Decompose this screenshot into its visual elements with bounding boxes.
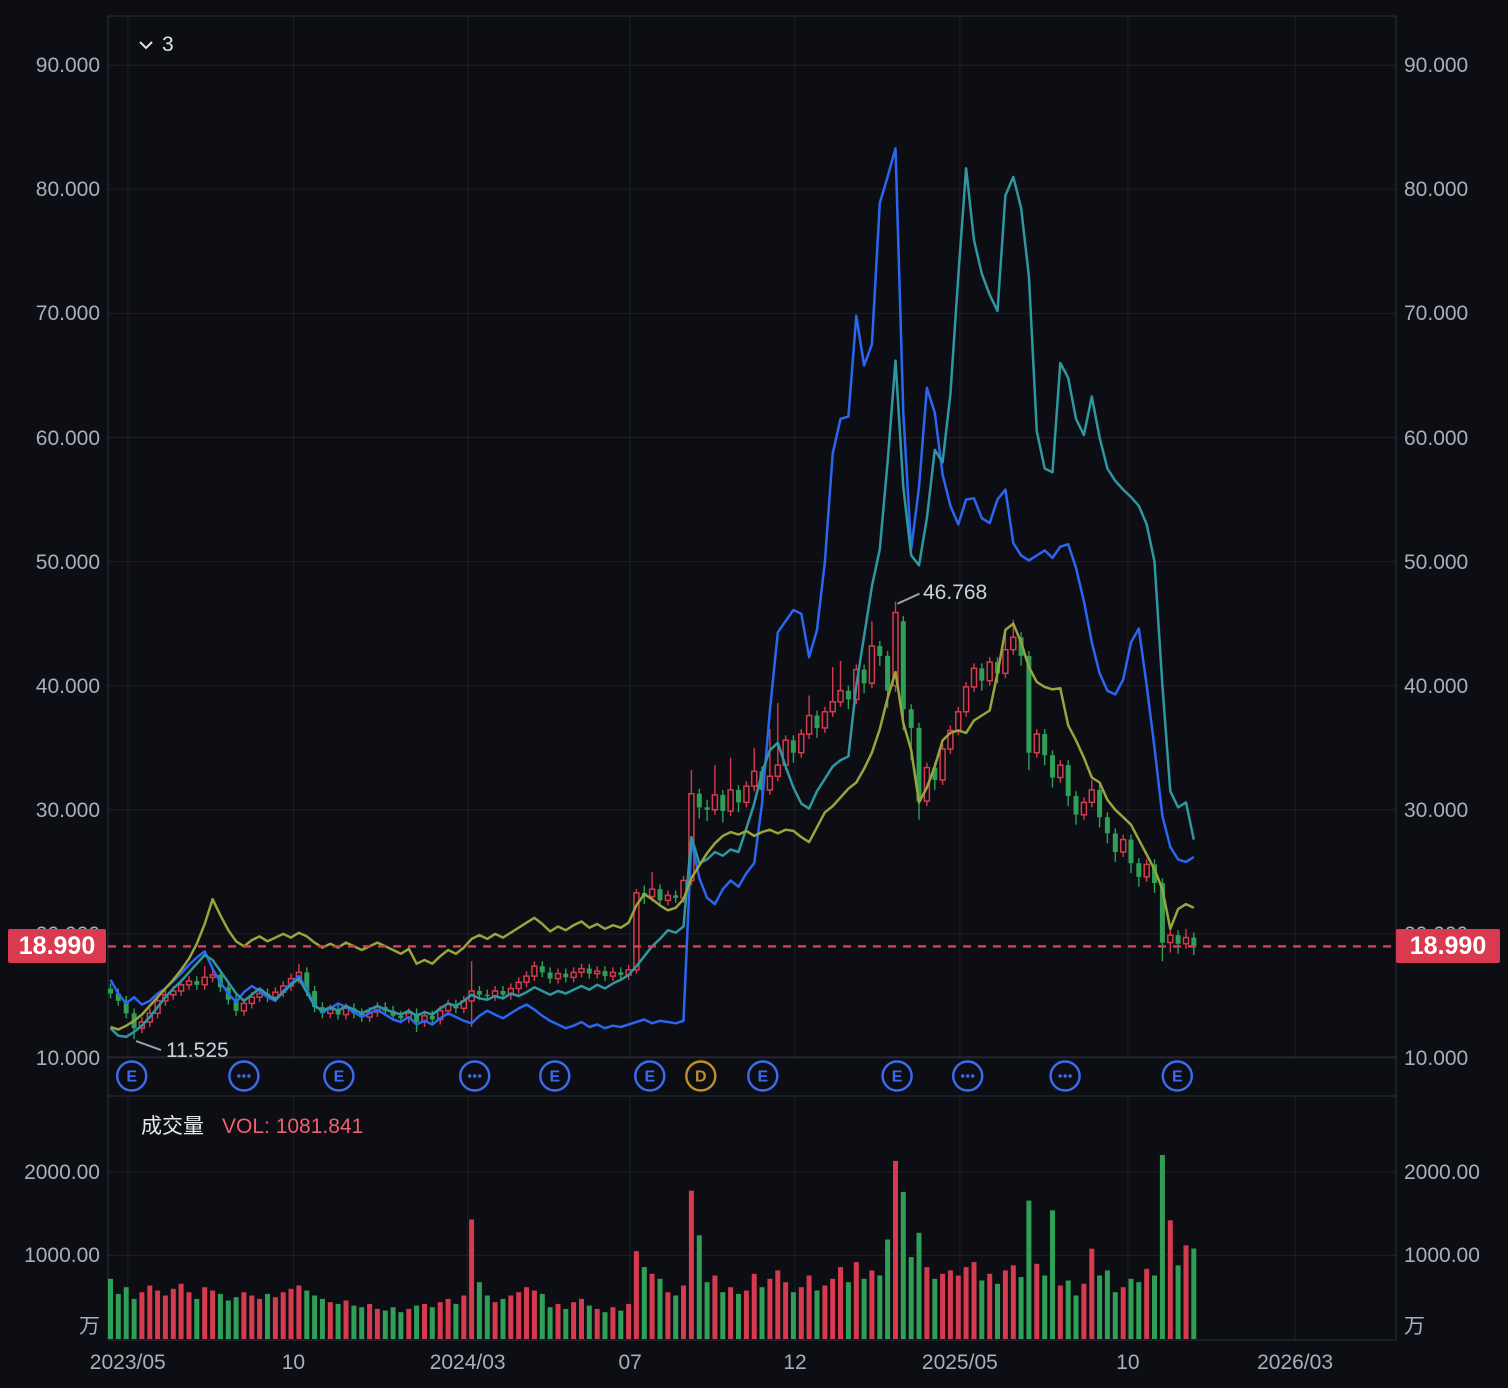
current-price-tag-left: 18.990 — [8, 929, 106, 963]
event-marker-E[interactable]: E — [881, 1060, 913, 1092]
event-marker-D[interactable]: D — [685, 1060, 717, 1092]
event-marker-dots[interactable] — [1049, 1060, 1081, 1092]
chevron-down-icon — [139, 41, 153, 50]
price-axis-label-right: 10.000 — [1404, 1047, 1469, 1070]
event-marker-E[interactable]: E — [539, 1060, 571, 1092]
indicator-count: 3 — [162, 33, 174, 56]
x-axis-label: 2026/03 — [1257, 1351, 1334, 1374]
price-axis-label-right: 90.000 — [1404, 54, 1469, 78]
volume-axis-label-right: 2000.00 — [1404, 1160, 1480, 1184]
price-axis-label-right: 80.000 — [1404, 178, 1469, 202]
overlay-teal — [109, 166, 1196, 1039]
x-axis-label: 10 — [1116, 1351, 1140, 1374]
event-marker-E[interactable]: E — [634, 1060, 666, 1092]
price-axis-label-right: 30.000 — [1404, 798, 1469, 822]
svg-text:E: E — [549, 1069, 560, 1086]
event-marker-dots[interactable] — [228, 1060, 260, 1092]
volume-axis-label-left: 1000.00 — [24, 1244, 100, 1268]
price-axis-label-right: 60.000 — [1404, 426, 1469, 450]
price-axis-label-left: 80.000 — [35, 178, 100, 202]
overlay-olive — [110, 622, 1195, 1031]
event-marker-dots[interactable] — [459, 1060, 491, 1092]
volume-title: 成交量 — [141, 1115, 204, 1138]
volume-pane-header: 成交量 VOL: 1081.841 — [141, 1110, 363, 1140]
annotation-low: 11.525 — [166, 1039, 229, 1062]
indicator-collapse-control[interactable]: 3 — [138, 33, 174, 57]
x-axis-label: 10 — [281, 1351, 306, 1374]
price-axis-label-right: 40.000 — [1404, 674, 1469, 698]
price-axis-label-left: 40.000 — [35, 674, 100, 698]
x-axis-label: 2025/05 — [921, 1351, 998, 1374]
svg-text:E: E — [126, 1069, 137, 1086]
svg-text:D: D — [695, 1069, 707, 1086]
price-axis-label-right: 70.000 — [1404, 302, 1469, 326]
event-marker-E[interactable]: E — [115, 1060, 148, 1092]
current-price-tag-right: 18.990 — [1396, 929, 1500, 963]
svg-text:E: E — [1172, 1069, 1183, 1086]
volume-unit-right: 万 — [1404, 1315, 1425, 1338]
event-marker-E[interactable]: E — [323, 1060, 355, 1092]
price-axis-label-right: 50.000 — [1404, 550, 1469, 574]
event-marker-E[interactable]: E — [747, 1060, 779, 1092]
price-axis-label-left: 60.000 — [35, 426, 100, 450]
x-axis-label: 07 — [618, 1351, 642, 1374]
volume-axis-label-left: 2000.00 — [24, 1160, 100, 1184]
svg-text:E: E — [892, 1069, 903, 1086]
price-axis-label-left: 70.000 — [35, 302, 100, 326]
annotation-high: 46.768 — [923, 581, 988, 604]
price-axis-label-left: 30.000 — [35, 798, 100, 822]
svg-text:E: E — [644, 1069, 655, 1086]
volume-unit-left: 万 — [79, 1315, 100, 1338]
price-axis-label-left: 90.000 — [35, 54, 100, 78]
svg-text:E: E — [757, 1069, 768, 1086]
x-axis-label: 2023/05 — [89, 1351, 166, 1374]
event-marker-E[interactable]: E — [1161, 1060, 1194, 1092]
x-axis-label: 2024/03 — [429, 1351, 506, 1374]
x-axis-label: 12 — [783, 1351, 807, 1374]
volume-axis-label-right: 1000.00 — [1404, 1244, 1480, 1268]
svg-text:E: E — [334, 1069, 345, 1086]
price-axis-label-left: 50.000 — [35, 550, 100, 574]
event-marker-dots[interactable] — [952, 1060, 984, 1092]
volume-value: VOL: 1081.841 — [222, 1115, 364, 1138]
price-axis-label-left: 10.000 — [35, 1047, 100, 1070]
